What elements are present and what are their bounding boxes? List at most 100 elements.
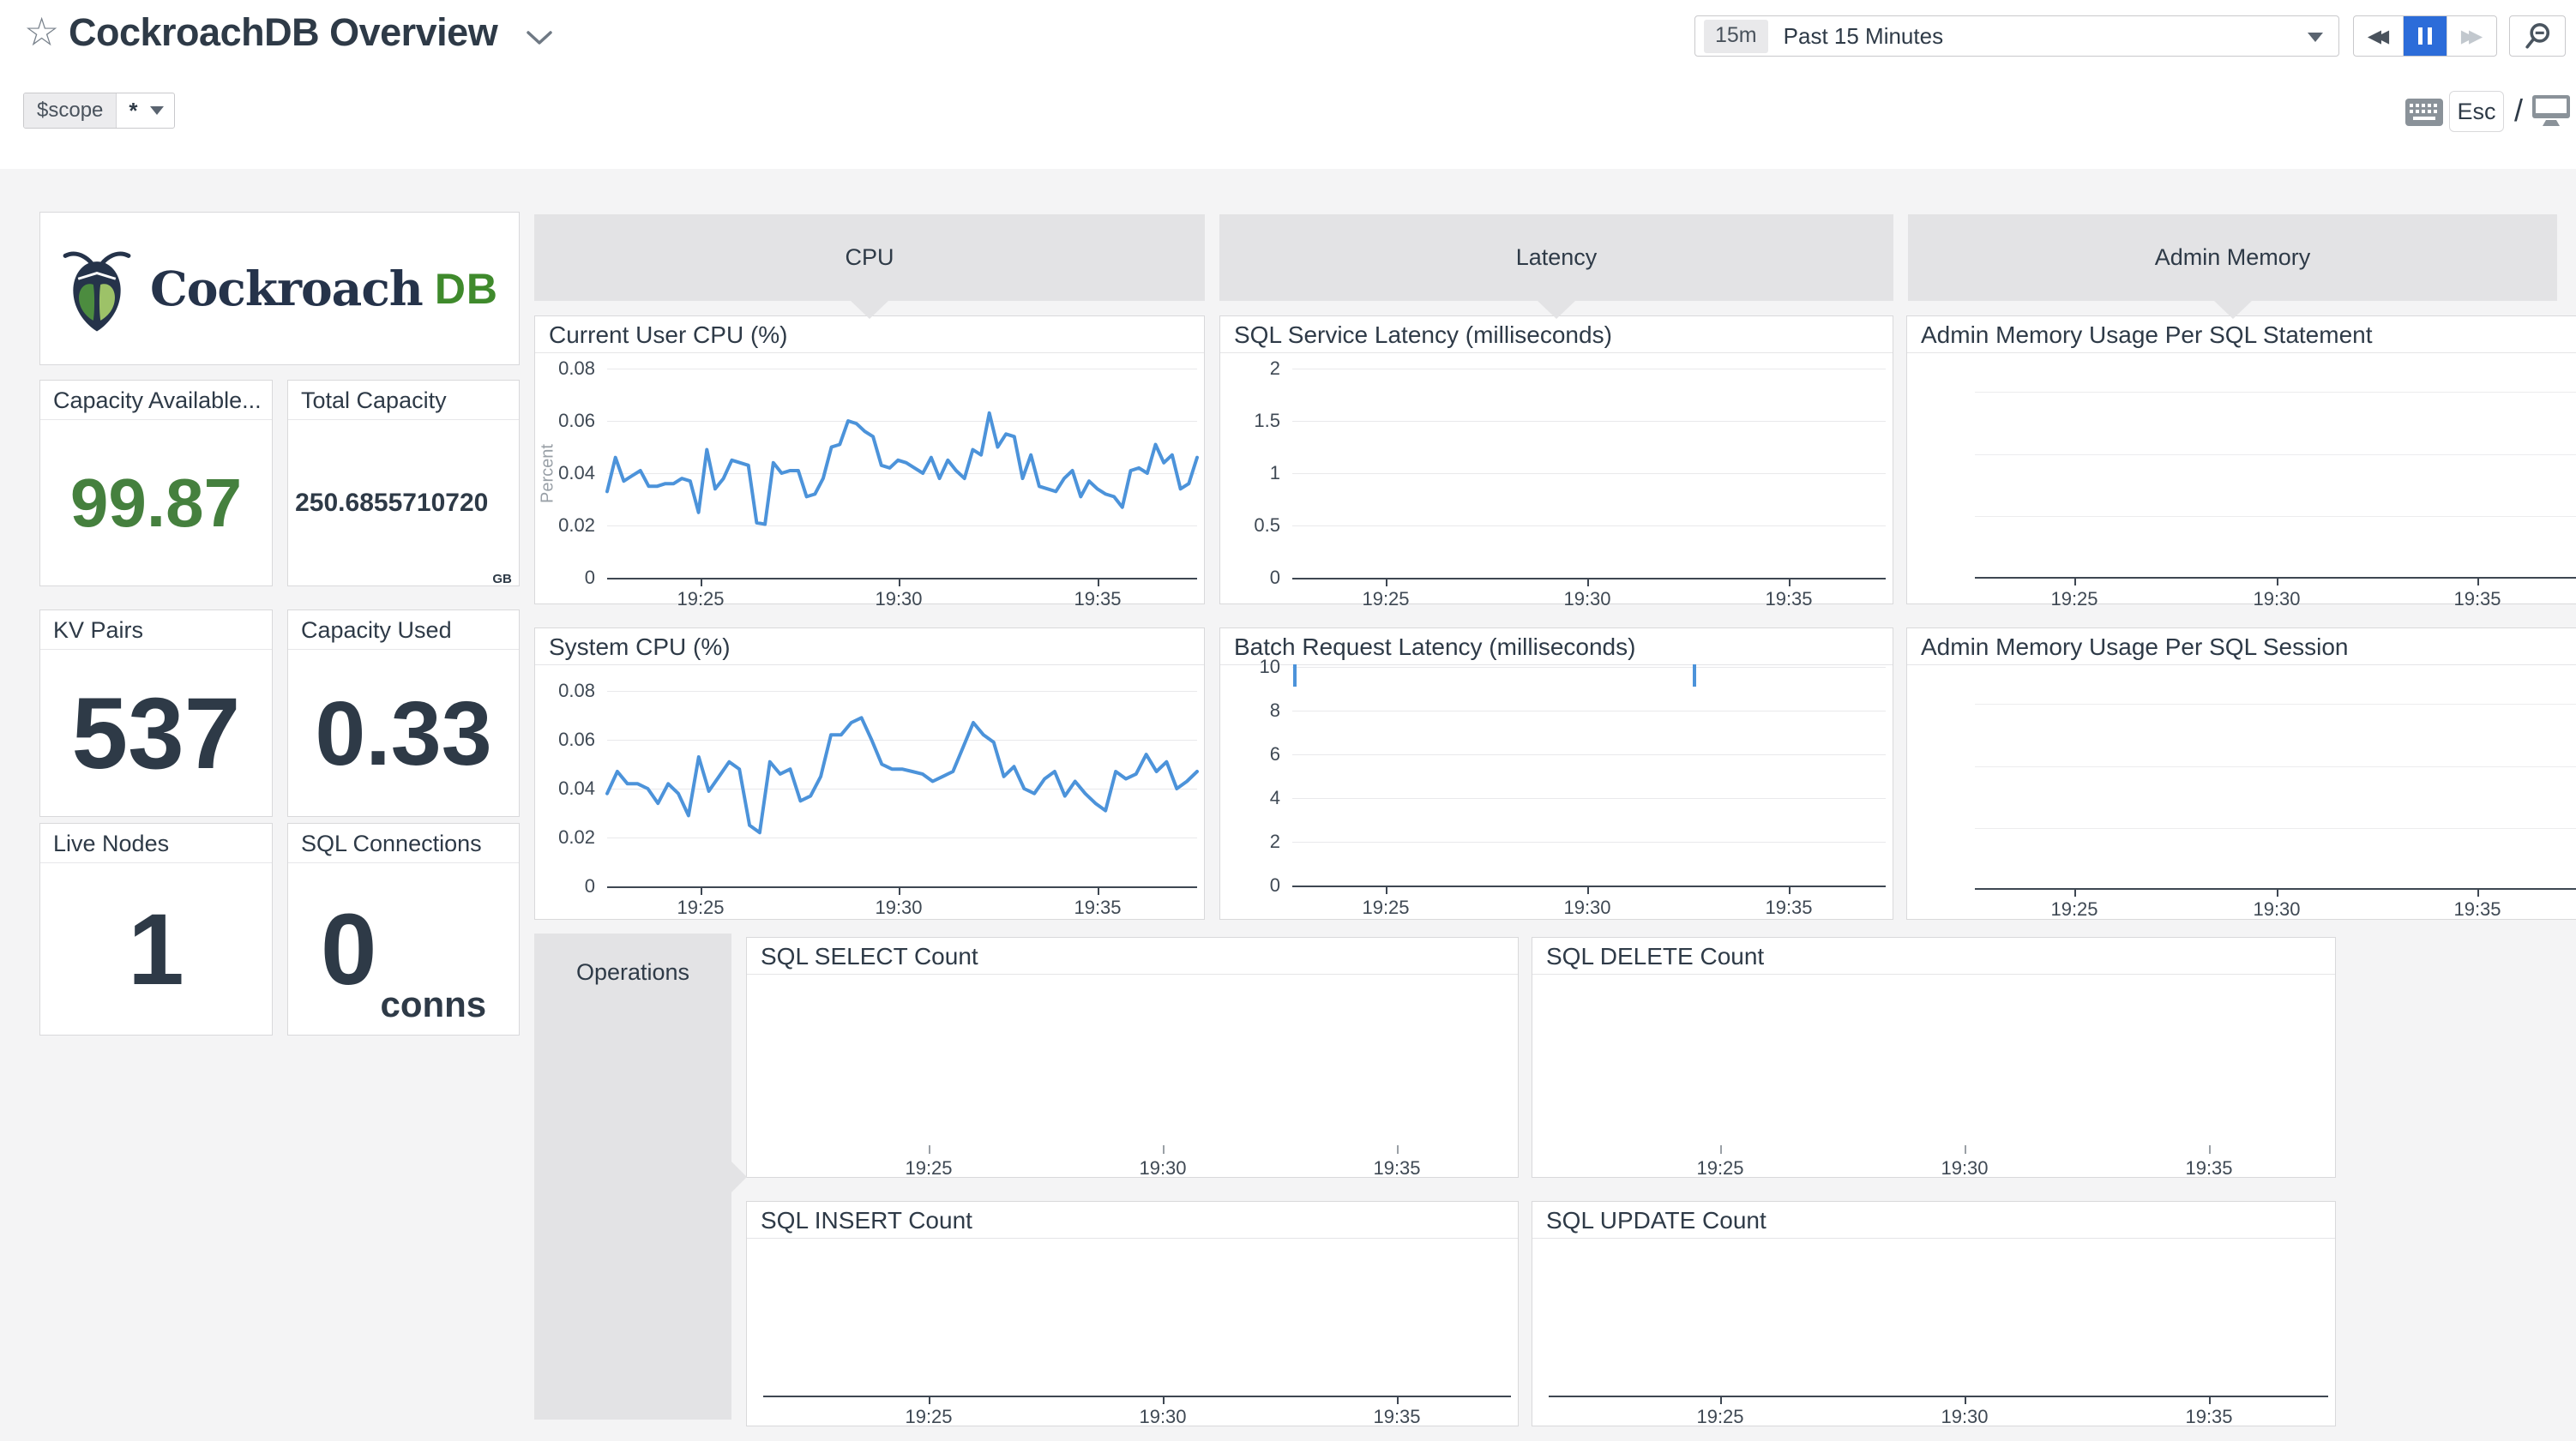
chart-detail (2277, 888, 2278, 897)
chart-title: System CPU (%) (535, 628, 1204, 665)
favorite-star-icon[interactable]: ☆ (24, 9, 60, 54)
pause-button[interactable] (2403, 16, 2447, 56)
stat-value: 537 (71, 676, 241, 790)
chart-title: SQL Service Latency (milliseconds) (1220, 316, 1893, 353)
fast-forward-button[interactable]: ▶▶ (2447, 16, 2496, 56)
chart-detail: 19:25 (2050, 588, 2098, 609)
chart-detail (701, 886, 702, 895)
chart-detail: 19:35 (1373, 1406, 1421, 1427)
chart-detail: 19:30 (1941, 1406, 1989, 1427)
stat-card-live-nodes[interactable]: Live Nodes 1 (39, 823, 273, 1036)
cockroachdb-bug-icon (63, 251, 131, 331)
chart-detail: 0.04 (558, 462, 595, 483)
group-header-cpu[interactable]: CPU (534, 214, 1205, 319)
stat-value: 0.33 (315, 682, 492, 784)
chart-detail: 19:30 (2253, 588, 2301, 609)
stat-value: 0 (320, 892, 377, 1006)
chart-detail (763, 1396, 1511, 1397)
chart-panel-sql-insert-count[interactable]: SQL INSERT Count 19:25 19:30 19:35 (746, 1201, 1519, 1427)
chart-detail (899, 578, 900, 586)
chart-detail: 19:30 (2253, 898, 2301, 920)
template-variable-scope[interactable]: $scope * (23, 93, 175, 129)
chart-panel-system-cpu[interactable]: System CPU (%) 0 0.02 0.04 0.06 0.08 19:25 19:… (534, 627, 1205, 920)
chart-detail (1720, 1145, 1722, 1154)
logo-db-text: DB (435, 264, 498, 314)
stat-card-kv-pairs[interactable]: KV Pairs 537 (39, 609, 273, 817)
group-header-latency[interactable]: Latency (1219, 214, 1893, 319)
chart-detail (1292, 421, 1886, 422)
chart-title: SQL INSERT Count (747, 1202, 1518, 1239)
chart-detail (701, 578, 702, 586)
chart-detail: 0 (1269, 874, 1280, 896)
chart-panel-admin-memory-statement[interactable]: Admin Memory Usage Per SQL Statement 19:… (1906, 315, 2576, 609)
stat-card-total-capacity[interactable]: Total Capacity 250.6855710720 GB (287, 380, 520, 586)
chart-title: SQL UPDATE Count (1532, 1202, 2335, 1239)
chart-detail (1587, 886, 1589, 894)
cockroachdb-logo-card[interactable]: Cockroach DB (39, 212, 520, 365)
chart-line-series (605, 411, 1199, 526)
chart-plot-sql-delete-count: 19:25 19:30 19:35 (1532, 976, 2335, 1179)
chart-detail (607, 525, 1197, 526)
zoom-out-icon (2525, 22, 2550, 49)
chart-detail (1587, 578, 1589, 586)
chart-detail: 19:35 (1765, 588, 1813, 609)
stat-title: Capacity Used (288, 610, 519, 650)
chart-detail (2074, 577, 2076, 585)
chart-detail (2277, 577, 2278, 585)
group-label: Admin Memory (2154, 244, 2311, 270)
group-label: Latency (1515, 244, 1598, 270)
chart-panel-sql-update-count[interactable]: SQL UPDATE Count 19:25 19:30 19:35 (1532, 1201, 2336, 1427)
fullscreen-monitor-icon[interactable] (2531, 94, 2571, 129)
chart-detail (929, 1145, 930, 1154)
chart-detail (1975, 704, 2576, 705)
time-range-badge: 15m (1704, 19, 1768, 53)
chart-detail: 2 (1269, 831, 1280, 852)
time-range-selector[interactable]: 15m Past 15 Minutes (1694, 15, 2339, 57)
chart-plot-sql-update-count: 19:25 19:30 19:35 (1532, 1240, 2335, 1427)
template-variable-name: $scope (24, 93, 117, 128)
chart-panel-current-user-cpu[interactable]: Current User CPU (%) 0 0.02 0.04 0.06 0.08 19… (534, 315, 1205, 609)
chart-detail: 19:30 (1139, 1406, 1187, 1427)
chart-detail (1975, 766, 2576, 767)
stat-card-sql-connections[interactable]: SQL Connections 0 conns (287, 823, 520, 1036)
rewind-button[interactable]: ◀◀ (2367, 26, 2389, 46)
group-header-operations[interactable]: Operations (534, 934, 747, 1420)
chart-detail (607, 473, 1197, 474)
chart-detail: 19:25 (1362, 588, 1410, 609)
chart-panel-sql-select-count[interactable]: SQL SELECT Count 19:25 19:30 19:35 (746, 937, 1519, 1179)
chart-title: Batch Request Latency (milliseconds) (1220, 628, 1893, 665)
chart-detail (1789, 578, 1791, 586)
chart-detail (1975, 577, 2576, 579)
chart-detail: 19:30 (1139, 1157, 1187, 1179)
chart-detail: 6 (1269, 743, 1280, 765)
chart-title: Admin Memory Usage Per SQL Statement (1907, 316, 2576, 353)
chart-plot-batch-request-latency: 0 2 4 6 8 10 19:25 19:30 19:35 (1220, 656, 1893, 919)
chevron-down-icon[interactable] (527, 31, 552, 46)
chart-title: Current User CPU (%) (535, 316, 1204, 353)
chart-detail (607, 740, 1197, 741)
time-range-label: Past 15 Minutes (1783, 22, 1944, 49)
chart-detail: 1.5 (1254, 410, 1280, 431)
esc-key-hint: Esc (2449, 91, 2504, 132)
stat-unit: conns (380, 984, 487, 1024)
stat-card-capacity-used[interactable]: Capacity Used 0.33 (287, 609, 520, 817)
chart-detail (1975, 888, 2576, 890)
zoom-out-button[interactable] (2509, 15, 2566, 57)
group-header-admin-memory[interactable]: Admin Memory (1908, 214, 2557, 319)
chart-detail: 19:35 (1765, 897, 1813, 918)
chart-panel-batch-request-latency[interactable]: Batch Request Latency (milliseconds) 0 2 4… (1219, 627, 1893, 920)
keyboard-icon[interactable] (2404, 98, 2444, 127)
chart-detail (1292, 886, 1886, 887)
chart-detail: 19:30 (875, 588, 923, 609)
stat-card-capacity-available[interactable]: Capacity Available... 99.87 (39, 380, 273, 586)
chart-panel-sql-delete-count[interactable]: SQL DELETE Count 19:25 19:30 19:35 (1532, 937, 2336, 1179)
chart-detail: 19:25 (1362, 897, 1410, 918)
chart-panel-sql-service-latency[interactable]: SQL Service Latency (milliseconds) 0 0.5 1… (1219, 315, 1893, 609)
chart-panel-admin-memory-session[interactable]: Admin Memory Usage Per SQL Session 19:25… (1906, 627, 2576, 920)
chart-detail (1720, 1396, 1722, 1404)
chart-detail: 0.06 (558, 410, 595, 431)
chart-plot-admin-memory-statement: 19:25 19:30 19:35 (1907, 354, 2576, 609)
stat-title: Total Capacity (288, 381, 519, 420)
chart-detail (1386, 578, 1387, 586)
chart-plot-sql-select-count: 19:25 19:30 19:35 (747, 976, 1518, 1179)
